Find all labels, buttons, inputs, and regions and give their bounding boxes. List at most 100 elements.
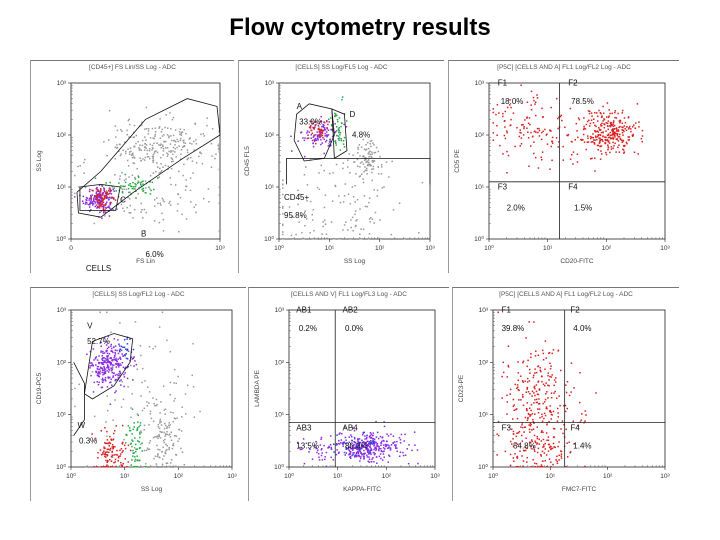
event-dot-gray	[188, 138, 191, 140]
plot-header: [CD45+] FS Lin/SS Log - ADC	[89, 64, 176, 71]
event-dot-green	[330, 124, 333, 127]
event-dot-red	[615, 127, 618, 129]
event-dot-gray	[304, 224, 306, 227]
event-dot-green	[131, 185, 133, 188]
event-dot-gray	[198, 155, 200, 158]
event-dot-red	[622, 148, 624, 151]
event-dot-gray	[210, 142, 213, 145]
event-dot-purple	[389, 449, 392, 451]
event-dot-gray	[180, 132, 182, 135]
event-dot-red	[518, 399, 520, 401]
event-dot-red	[554, 446, 556, 449]
event-dot-gray	[120, 153, 122, 155]
event-dot-red	[97, 456, 99, 459]
event-dot-red	[90, 197, 92, 200]
event-dot-gray	[167, 424, 170, 427]
event-dot-red	[542, 460, 544, 462]
event-dot-gray	[121, 130, 123, 133]
event-dot-gray	[379, 219, 381, 221]
event-dot-gray	[218, 168, 221, 171]
event-dot-red	[549, 367, 552, 370]
event-dot-purple	[94, 200, 96, 203]
plot-header: [CELLS AND V] FL1 Log/FL3 Log - ADC	[291, 291, 407, 298]
event-dot-gray	[168, 448, 170, 451]
event-dot-purple	[362, 452, 365, 455]
event-dot-gray	[367, 152, 369, 155]
event-dot-purple	[321, 452, 323, 454]
event-dot-gray	[111, 456, 114, 459]
event-dot-red	[594, 157, 596, 159]
event-dot-green	[339, 149, 342, 151]
event-dot-purple	[100, 350, 102, 352]
event-dot-red	[564, 384, 567, 386]
event-dot-purple	[115, 390, 117, 392]
gate-outline	[83, 333, 134, 400]
event-dot-blue	[366, 434, 368, 437]
event-dot-red	[114, 461, 117, 463]
event-dot-red	[533, 448, 536, 451]
event-dot-red	[537, 393, 540, 396]
event-dot-red	[596, 136, 599, 138]
event-dot-purple	[95, 191, 98, 193]
event-dot-red	[569, 451, 572, 453]
event-dot-gray	[160, 401, 162, 403]
event-dot-blue	[359, 448, 361, 451]
event-dot-red	[594, 124, 596, 127]
y-tick-label: 10¹	[475, 184, 485, 191]
event-dot-gray	[172, 116, 175, 119]
event-dot-red	[512, 398, 515, 401]
event-dot-red	[604, 136, 606, 138]
event-dot-red	[532, 428, 535, 430]
event-dot-gray	[218, 202, 221, 205]
event-dot-purple	[122, 366, 125, 369]
event-dot-purple	[106, 352, 109, 355]
event-dot-gray	[156, 162, 158, 164]
event-dot-red	[564, 126, 566, 128]
event-dot-red	[610, 146, 613, 148]
event-dot-purple	[81, 200, 84, 202]
event-dot-purple	[92, 391, 95, 393]
event-dot-red	[513, 409, 516, 412]
event-dot-gray	[364, 166, 366, 168]
event-dot-purple	[299, 446, 301, 449]
event-dot-blue	[360, 447, 363, 450]
event-dot-red	[618, 144, 620, 146]
event-dot-gray	[328, 143, 330, 145]
event-dot-gray	[179, 128, 182, 130]
event-dot-red	[599, 129, 601, 132]
event-dot-purple	[95, 192, 98, 195]
event-dot-red	[594, 170, 596, 172]
event-dot-gray	[363, 171, 365, 173]
event-dot-gray	[152, 347, 154, 350]
event-dot-gray	[362, 163, 365, 165]
event-dot-red	[614, 111, 616, 114]
event-dot-red	[324, 121, 326, 124]
event-dot-blue	[369, 451, 371, 453]
event-dot-purple	[387, 435, 390, 437]
event-dot-gray	[121, 381, 124, 383]
event-dot-purple	[384, 443, 387, 446]
event-dot-gray	[158, 434, 161, 436]
event-dot-gray	[170, 431, 173, 433]
event-dot-red	[605, 153, 608, 156]
event-dot-purple	[373, 461, 375, 463]
event-dot-gray	[201, 162, 204, 165]
event-dot-purple	[103, 336, 106, 339]
event-dot-red	[127, 461, 130, 463]
event-dot-red	[589, 158, 592, 160]
event-dot-red	[531, 412, 534, 415]
event-dot-red	[504, 110, 507, 113]
flow-plot-ss-cd45: [CELLS] SS Log/FL5 Log - ADC 10⁰ 10¹ 10² 10…	[238, 60, 444, 273]
event-dot-red	[97, 190, 100, 193]
event-dot-red	[600, 145, 603, 147]
event-dot-gray	[172, 160, 174, 163]
event-dot-gray	[282, 213, 284, 215]
event-dot-green	[137, 440, 139, 442]
event-dot-purple	[353, 429, 356, 432]
event-dot-red	[542, 358, 545, 361]
event-dot-blue	[123, 338, 126, 341]
event-dot-red	[627, 139, 630, 141]
event-dot-red	[534, 368, 536, 370]
region-label: 33.0%	[299, 118, 322, 127]
event-dot-red	[506, 413, 508, 415]
